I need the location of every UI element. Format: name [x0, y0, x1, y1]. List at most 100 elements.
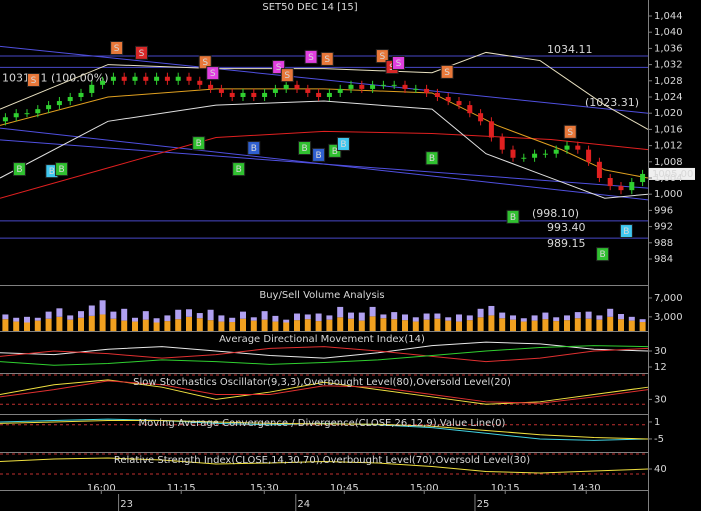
volume-bar — [67, 315, 74, 320]
volume-bar — [499, 318, 506, 331]
candle-body — [78, 92, 84, 97]
volume-bar — [391, 319, 398, 331]
y-tick-label: 992 — [654, 222, 673, 233]
volume-bar — [294, 313, 300, 321]
candle-body — [175, 76, 181, 81]
volume-bar — [261, 311, 268, 320]
volume-bar — [153, 322, 160, 331]
volume-bar — [164, 321, 171, 331]
volume-bar — [531, 315, 538, 321]
x-tick-label: 10:45 — [330, 483, 359, 494]
volume-bar — [110, 311, 117, 319]
volume-bar — [618, 313, 624, 320]
volume-bar — [585, 311, 592, 319]
signal-label: S — [284, 71, 290, 81]
y-tick-label: 12 — [654, 362, 667, 373]
signal-marker — [110, 40, 124, 55]
x-tick-label: 16:00 — [87, 483, 116, 494]
volume-bar — [402, 320, 408, 331]
candle-body — [424, 88, 430, 93]
volume-bar — [56, 316, 63, 331]
volume-bar — [78, 311, 84, 318]
last-price-box — [649, 167, 695, 180]
candle-body — [434, 92, 440, 97]
signal-label: B — [58, 165, 64, 175]
candle-body — [13, 113, 19, 118]
candle-body — [110, 76, 116, 81]
candle-body — [478, 113, 484, 122]
volume-bar — [466, 315, 473, 321]
signal-marker — [198, 55, 212, 70]
panel-title: Slow Stochastics Oscillator(9,3,3),Overb… — [133, 377, 511, 388]
signal-marker — [134, 45, 148, 60]
overlay-line — [0, 45, 649, 114]
volume-bar — [348, 318, 354, 331]
candle-body — [164, 76, 170, 81]
volume-bar — [2, 319, 9, 331]
signal-marker — [506, 209, 520, 224]
signal-label: S — [31, 76, 37, 86]
volume-bar — [445, 320, 452, 331]
date-label: 25 — [477, 499, 490, 510]
volume-bar — [380, 314, 387, 319]
volume-bar — [488, 315, 495, 331]
signal-label: B — [340, 140, 346, 150]
signal-marker — [596, 247, 610, 262]
y-tick-label: 1 — [654, 417, 660, 428]
candle-body — [208, 84, 214, 89]
volume-bar — [639, 322, 646, 331]
candle-body — [229, 92, 235, 97]
volume-bar — [110, 318, 117, 331]
y-tick-label: 1,040 — [654, 27, 683, 38]
volume-bar — [348, 312, 354, 319]
candle-body — [510, 149, 516, 158]
volume-bar — [477, 317, 484, 331]
volume-bar — [283, 319, 290, 323]
overlay-line — [0, 51, 649, 130]
candle-body — [337, 88, 343, 93]
date-label: 24 — [297, 499, 310, 510]
volume-bar — [531, 320, 538, 331]
signal-marker — [192, 136, 206, 151]
volume-bar — [196, 313, 203, 319]
volume-bar — [564, 320, 570, 331]
signal-marker — [304, 49, 318, 64]
volume-bar — [207, 320, 214, 331]
signal-label: B — [301, 144, 307, 154]
volume-bar — [153, 318, 160, 323]
volume-bar — [13, 317, 20, 322]
signal-label: B — [236, 165, 242, 175]
candle-body — [272, 88, 278, 93]
panel-title: Moving Average Convergence / Divergence(… — [139, 418, 506, 429]
y-tick-label: 988 — [654, 238, 673, 249]
signal-marker — [280, 68, 294, 83]
volume-bar — [337, 317, 344, 331]
volume-bar — [466, 320, 473, 331]
signal-marker — [247, 141, 261, 156]
indicator-line — [0, 418, 649, 441]
candle-body — [575, 145, 581, 150]
signal-label: S — [202, 58, 208, 68]
candle-body — [251, 92, 257, 97]
overlay-line — [0, 139, 649, 189]
candle-body — [316, 92, 322, 97]
signal-label: S — [210, 69, 216, 79]
volume-bar — [121, 308, 128, 321]
volume-bar — [315, 313, 322, 322]
x-tick-label: 10:15 — [491, 483, 520, 494]
signal-label: B — [196, 139, 202, 149]
level-label: (1023.31) — [585, 96, 639, 109]
y-tick-label: 7,000 — [654, 293, 683, 304]
volume-bar — [574, 312, 581, 319]
volume-bar — [56, 308, 63, 317]
x-tick-label: 15:30 — [250, 483, 279, 494]
candle-body — [100, 80, 106, 85]
y-tick-label: -5 — [654, 434, 664, 445]
y-tick-label: 3,000 — [654, 312, 683, 323]
volume-bar — [229, 322, 236, 331]
signal-marker — [298, 141, 312, 156]
volume-bar — [391, 312, 398, 320]
candle-body — [2, 117, 8, 122]
volume-bar — [618, 319, 624, 331]
